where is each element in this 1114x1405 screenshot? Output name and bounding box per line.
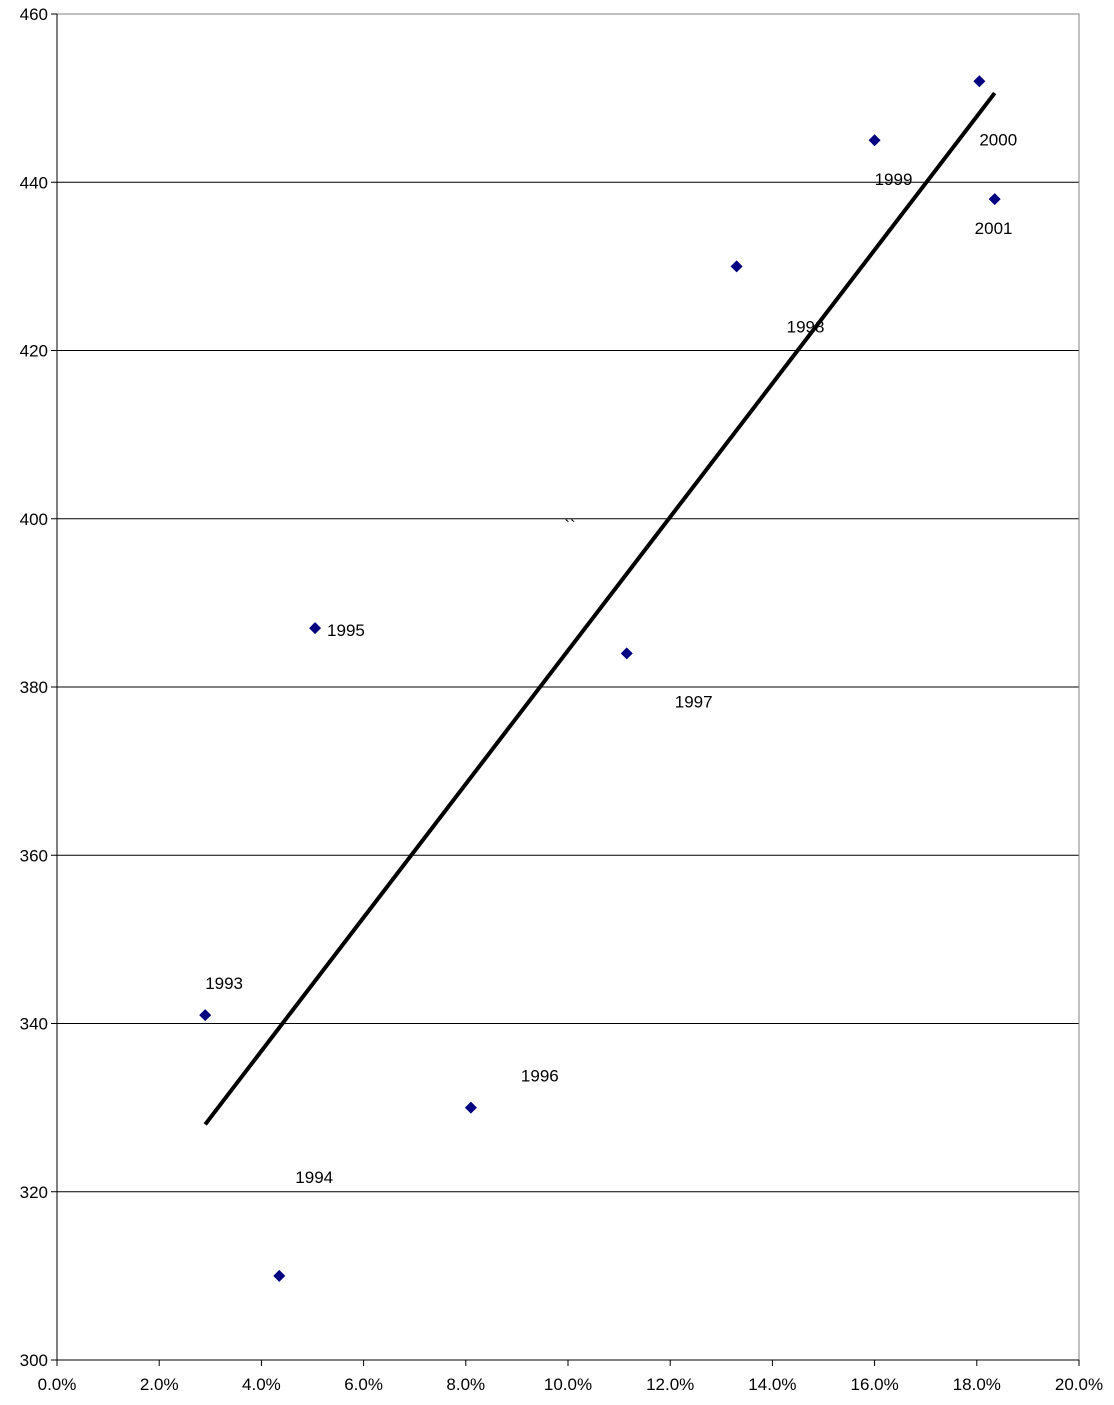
data-point	[620, 647, 633, 660]
data-points	[199, 75, 1001, 1282]
data-point	[973, 75, 986, 88]
y-tick-label: 300	[20, 1351, 48, 1370]
x-tick-label: 18.0%	[953, 1375, 1001, 1394]
y-tick-label: 360	[20, 846, 48, 865]
point-labels: 1993 1994 1995 1996 1997 1998 1999 2000 2001	[205, 130, 1017, 1187]
data-point	[988, 193, 1001, 206]
data-label: 1995	[327, 621, 365, 640]
x-tick-label: 0.0%	[38, 1375, 77, 1394]
stray-annotation: ``	[564, 517, 575, 536]
y-tick-label: 460	[20, 5, 48, 24]
data-label: 1994	[295, 1168, 333, 1187]
trendline	[203, 91, 997, 1126]
x-tick-label: 6.0%	[344, 1375, 383, 1394]
y-tick-label: 380	[20, 678, 48, 697]
y-tick-label: 320	[20, 1183, 48, 1202]
x-axis: 0.0% 2.0% 4.0% 6.0% 8.0% 10.0% 12.0% 14.0% 16.0%…	[38, 1360, 1103, 1394]
x-tick-label: 12.0%	[646, 1375, 694, 1394]
x-tick-label: 4.0%	[242, 1375, 281, 1394]
data-point	[868, 134, 881, 147]
data-point	[464, 1101, 477, 1114]
data-label: 2001	[975, 219, 1013, 238]
y-tick-label: 400	[20, 510, 48, 529]
data-label: 1999	[875, 170, 913, 189]
data-label: 1996	[521, 1067, 559, 1086]
y-axis: 300 320 340 360 380 400 420 440 460	[20, 5, 57, 1370]
data-label: 2000	[979, 130, 1017, 149]
data-label: 1997	[675, 692, 713, 711]
data-point	[730, 260, 743, 273]
data-label: 1998	[787, 317, 825, 336]
x-tick-label: 10.0%	[544, 1375, 592, 1394]
x-tick-label: 14.0%	[748, 1375, 796, 1394]
y-tick-label: 440	[20, 173, 48, 192]
x-tick-label: 8.0%	[446, 1375, 485, 1394]
trendline-group	[203, 91, 997, 1126]
y-tick-label: 420	[20, 342, 48, 361]
x-tick-label: 16.0%	[850, 1375, 898, 1394]
data-label: 1993	[205, 974, 243, 993]
x-tick-label: 20.0%	[1055, 1375, 1103, 1394]
data-point	[273, 1269, 286, 1282]
data-point	[199, 1009, 212, 1022]
annotations: ``	[564, 517, 575, 536]
data-point	[309, 622, 322, 635]
x-tick-label: 2.0%	[140, 1375, 179, 1394]
y-tick-label: 340	[20, 1015, 48, 1034]
